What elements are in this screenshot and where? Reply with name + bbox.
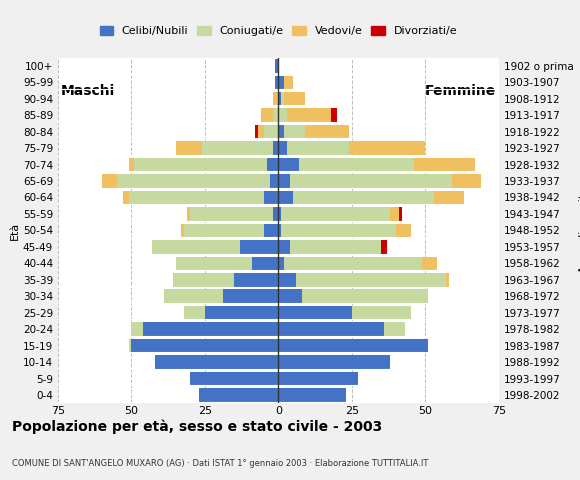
- Bar: [273, 207, 278, 221]
- Bar: [182, 224, 184, 237]
- Text: Maschi: Maschi: [61, 84, 115, 97]
- Bar: [278, 142, 287, 155]
- Bar: [305, 125, 349, 138]
- Bar: [270, 174, 278, 188]
- Bar: [422, 257, 437, 270]
- Bar: [202, 142, 273, 155]
- Bar: [384, 323, 405, 336]
- Bar: [176, 257, 252, 270]
- Bar: [302, 289, 428, 303]
- Bar: [278, 92, 281, 106]
- Bar: [396, 224, 411, 237]
- Bar: [132, 323, 143, 336]
- Text: COMUNE DI SANT'ANGELO MUXARO (AG) · Dati ISTAT 1° gennaio 2003 · Elaborazione TU: COMUNE DI SANT'ANGELO MUXARO (AG) · Dati…: [12, 459, 428, 468]
- Legend: Celibi/Nubili, Coniugati/e, Vedovi/e, Divorziati/e: Celibi/Nubili, Coniugati/e, Vedovi/e, Di…: [95, 22, 462, 41]
- Bar: [281, 224, 396, 237]
- Bar: [278, 388, 346, 402]
- Bar: [281, 207, 390, 221]
- Bar: [331, 108, 337, 122]
- Bar: [278, 355, 390, 369]
- Bar: [264, 191, 278, 204]
- Bar: [184, 306, 205, 319]
- Bar: [284, 257, 422, 270]
- Bar: [278, 372, 358, 385]
- Bar: [278, 323, 384, 336]
- Bar: [278, 339, 428, 352]
- Bar: [267, 158, 278, 171]
- Bar: [117, 174, 270, 188]
- Bar: [278, 108, 287, 122]
- Bar: [176, 142, 202, 155]
- Bar: [276, 75, 278, 89]
- Bar: [129, 339, 132, 352]
- Bar: [155, 355, 278, 369]
- Bar: [187, 207, 190, 221]
- Bar: [390, 207, 399, 221]
- Bar: [299, 158, 414, 171]
- Bar: [290, 174, 452, 188]
- Bar: [434, 191, 463, 204]
- Bar: [264, 224, 278, 237]
- Bar: [290, 240, 381, 253]
- Bar: [284, 75, 293, 89]
- Bar: [164, 289, 223, 303]
- Bar: [278, 289, 302, 303]
- Bar: [276, 59, 278, 72]
- Text: Femmine: Femmine: [425, 84, 496, 97]
- Bar: [278, 75, 284, 89]
- Bar: [152, 240, 240, 253]
- Bar: [281, 92, 284, 106]
- Bar: [352, 306, 411, 319]
- Bar: [184, 224, 264, 237]
- Bar: [252, 257, 278, 270]
- Bar: [381, 240, 387, 253]
- Bar: [273, 108, 278, 122]
- Bar: [135, 158, 267, 171]
- Bar: [273, 142, 278, 155]
- Bar: [284, 125, 305, 138]
- Bar: [173, 273, 234, 287]
- Bar: [129, 191, 264, 204]
- Bar: [278, 191, 293, 204]
- Bar: [278, 306, 352, 319]
- Bar: [190, 207, 273, 221]
- Bar: [349, 142, 425, 155]
- Bar: [264, 125, 278, 138]
- Y-axis label: Età: Età: [10, 221, 20, 240]
- Bar: [278, 273, 296, 287]
- Bar: [234, 273, 278, 287]
- Bar: [278, 158, 299, 171]
- Bar: [258, 125, 264, 138]
- Bar: [287, 108, 331, 122]
- Bar: [261, 108, 273, 122]
- Y-axis label: Anno di nascita: Anno di nascita: [579, 187, 580, 274]
- Bar: [273, 92, 278, 106]
- Bar: [414, 158, 475, 171]
- Bar: [143, 323, 278, 336]
- Bar: [132, 339, 278, 352]
- Bar: [278, 224, 281, 237]
- Bar: [205, 306, 278, 319]
- Bar: [122, 191, 129, 204]
- Bar: [102, 174, 117, 188]
- Bar: [278, 240, 290, 253]
- Bar: [293, 191, 434, 204]
- Bar: [399, 207, 402, 221]
- Bar: [240, 240, 278, 253]
- Bar: [278, 174, 290, 188]
- Bar: [446, 273, 449, 287]
- Bar: [278, 207, 281, 221]
- Bar: [296, 273, 446, 287]
- Bar: [278, 125, 284, 138]
- Bar: [287, 142, 349, 155]
- Bar: [190, 372, 278, 385]
- Text: Popolazione per età, sesso e stato civile - 2003: Popolazione per età, sesso e stato civil…: [12, 420, 382, 434]
- Bar: [223, 289, 278, 303]
- Bar: [129, 158, 135, 171]
- Bar: [452, 174, 481, 188]
- Bar: [278, 257, 284, 270]
- Bar: [255, 125, 258, 138]
- Bar: [199, 388, 278, 402]
- Bar: [284, 92, 305, 106]
